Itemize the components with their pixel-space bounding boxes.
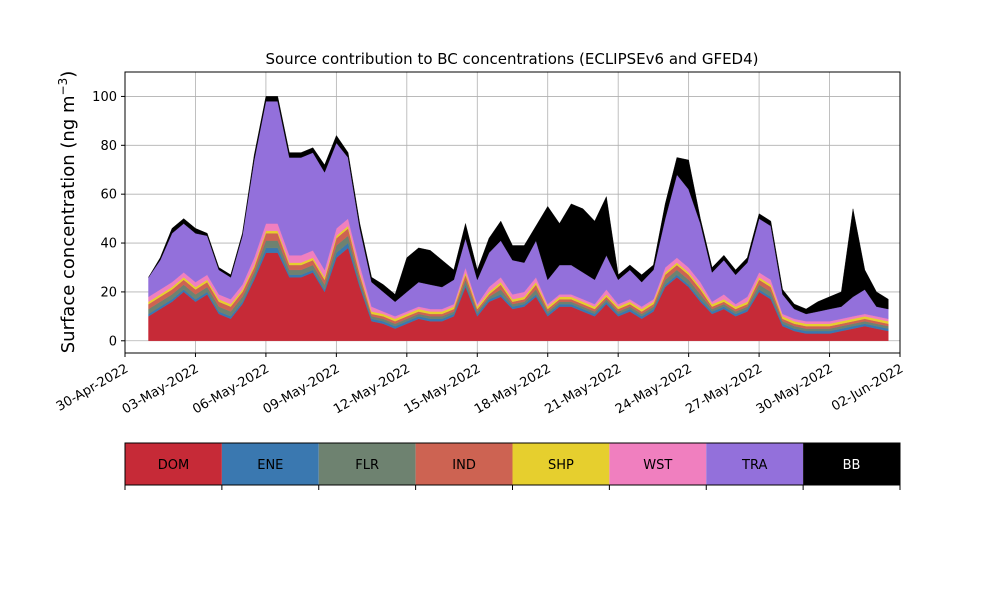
legend-swatch-tra	[706, 443, 804, 485]
plot-frame	[124, 71, 901, 354]
y-tick-label: 60	[100, 188, 117, 203]
y-axis-label: Surface concentration (ng m−3)	[56, 71, 79, 354]
y-tick-label: 20	[100, 285, 117, 300]
legend-label-ene: ENE	[257, 458, 283, 473]
legend-swatch-flr	[318, 443, 416, 485]
legend-label-tra: TRA	[741, 458, 767, 473]
area-bb	[148, 96, 889, 315]
legend-swatch-ind	[415, 443, 513, 485]
y-tick-label: 80	[100, 139, 117, 154]
y-tick-label: 100	[92, 90, 117, 105]
legend-swatch-wst	[609, 443, 707, 485]
legend-label-wst: WST	[643, 458, 672, 473]
legend-swatch-ene	[221, 443, 319, 485]
y-axis-label-close: )	[58, 71, 79, 78]
legend-label-bb: BB	[843, 458, 861, 473]
y-axis-label-main: Surface concentration (ng m	[58, 95, 79, 353]
source-legend: DOM ENE FLR IND SHP WST TRA BB	[124, 442, 901, 490]
chart-title: Source contribution to BC concentrations…	[265, 50, 758, 68]
legend-swatch-dom	[125, 443, 222, 485]
legend-swatch-bb	[803, 443, 900, 485]
y-tick-label: 40	[100, 237, 117, 252]
legend-label-dom: DOM	[158, 458, 189, 473]
stacked-areas	[148, 96, 889, 341]
legend-label-ind: IND	[452, 458, 476, 473]
y-tick-label: 0	[109, 334, 117, 349]
legend-swatch-shp	[512, 443, 610, 485]
legend-label-shp: SHP	[548, 458, 574, 473]
y-axis-label-exponent: −3	[56, 78, 70, 96]
legend-label-flr: FLR	[355, 458, 379, 473]
